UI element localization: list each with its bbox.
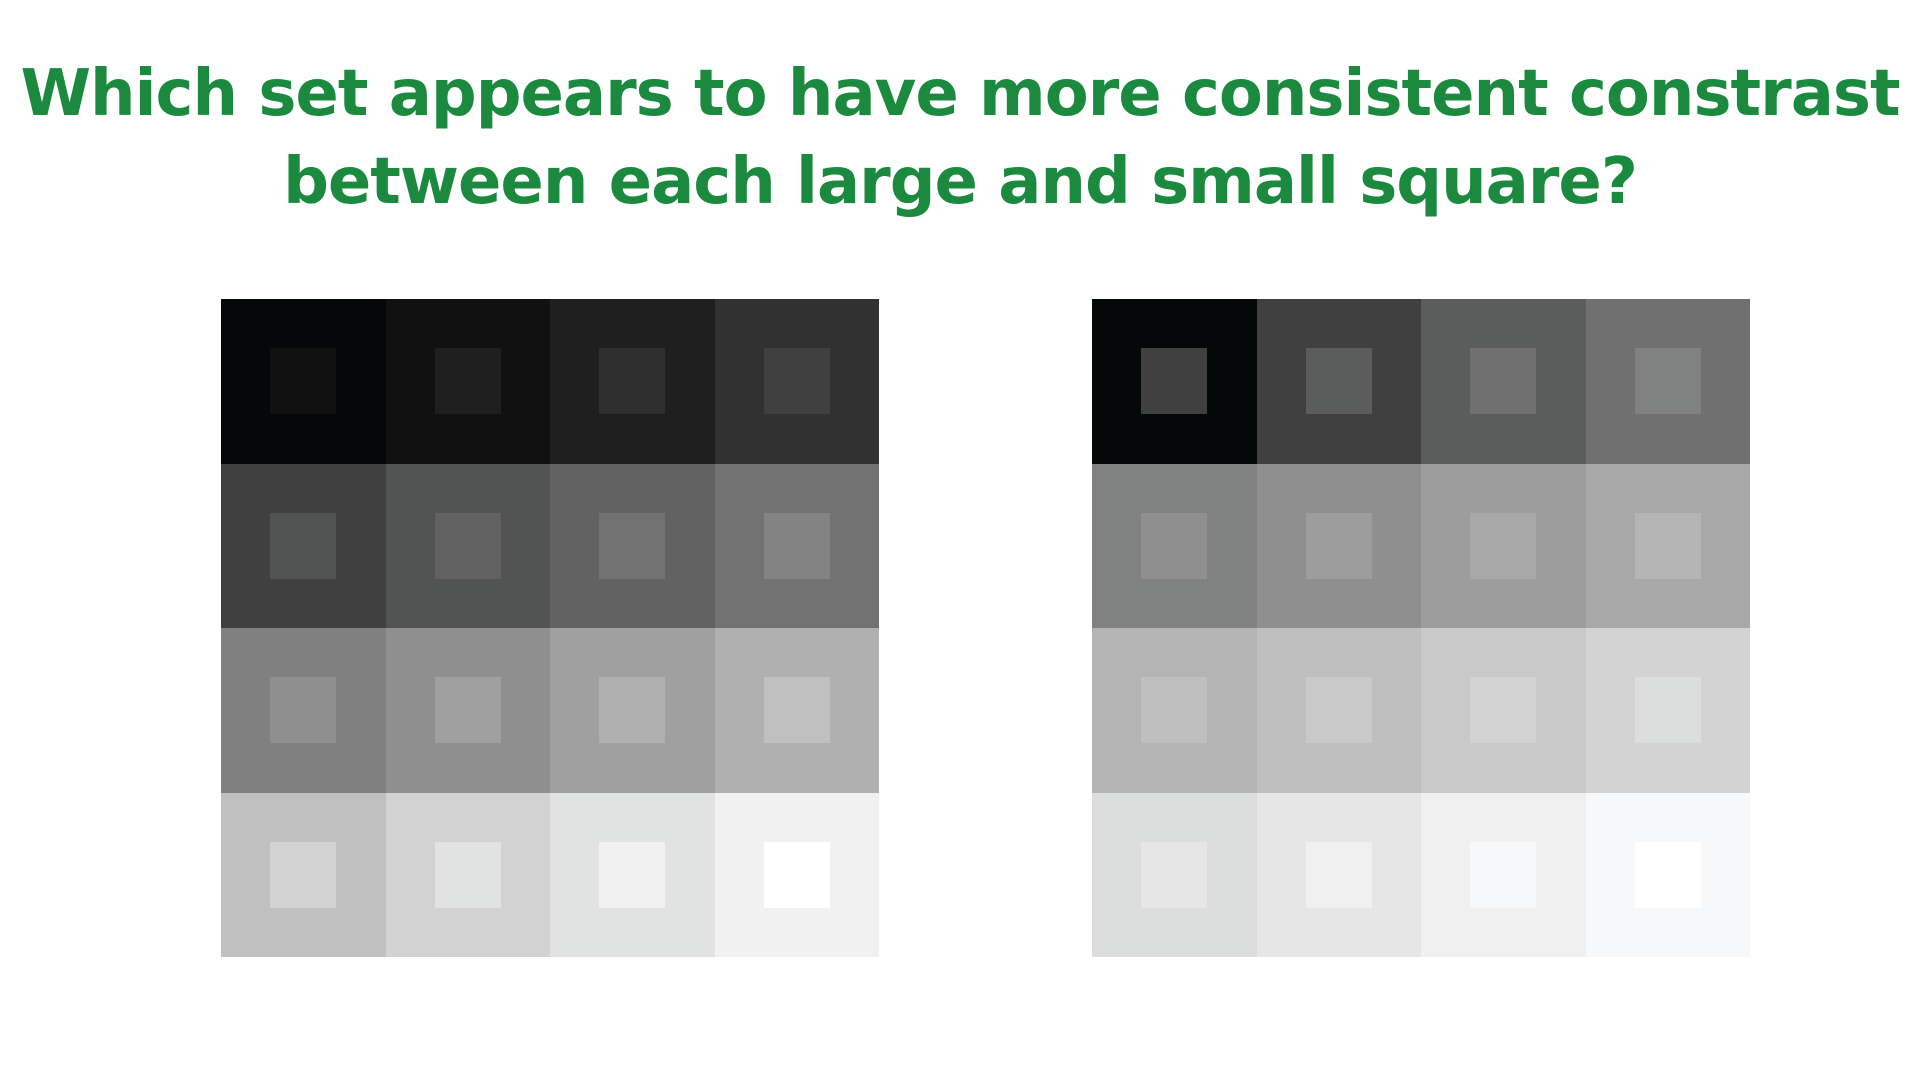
left-set-large-square [714,792,879,957]
right-set-small-square [1470,841,1537,908]
left-set-large-square [714,299,879,464]
right-set-small-square [1470,348,1537,415]
right-set-large-square [1092,463,1257,628]
right-set-large-square [1585,792,1750,957]
left-set-large-square [221,628,386,793]
right-set-small-square [1305,677,1372,744]
left-set-large-square [385,299,550,464]
left-set-large-square [550,628,715,793]
right-set-large-square [1585,463,1750,628]
left-set-small-square [434,677,501,744]
right-set-small-square [1305,348,1372,415]
left-set-large-square [221,299,386,464]
right-set-large-square [1092,628,1257,793]
left-set-small-square [434,348,501,415]
right-square-set [1092,299,1750,957]
right-set-large-square [1421,792,1586,957]
right-set-large-square [1585,628,1750,793]
right-set-small-square [1634,841,1701,908]
right-set-small-square [1634,677,1701,744]
left-set-small-square [763,677,830,744]
left-set-small-square [270,512,337,579]
left-set-large-square [550,299,715,464]
left-set-small-square [434,841,501,908]
left-set-small-square [434,512,501,579]
right-set-large-square [1421,628,1586,793]
left-set-small-square [763,512,830,579]
left-set-large-square [385,792,550,957]
question-line-1-regular: Which set appears to have [20,57,980,131]
right-set-small-square [1470,512,1537,579]
right-set-small-square [1305,841,1372,908]
right-set-small-square [1141,512,1208,579]
left-square-set [221,299,879,957]
left-set-large-square [550,463,715,628]
left-set-large-square [385,463,550,628]
right-set-large-square [1092,792,1257,957]
right-set-large-square [1256,463,1421,628]
left-set-small-square [763,348,830,415]
right-set-large-square [1092,299,1257,464]
left-set-small-square [270,677,337,744]
right-set-small-square [1305,512,1372,579]
question-line-1: Which set appears to have more consisten… [0,50,1920,138]
left-set-large-square [221,792,386,957]
right-set-small-square [1141,841,1208,908]
left-set-small-square [599,841,666,908]
right-set-small-square [1141,677,1208,744]
left-set-large-square [714,463,879,628]
left-set-large-square [550,792,715,957]
left-set-large-square [714,628,879,793]
left-set-small-square [270,841,337,908]
right-set-large-square [1421,463,1586,628]
right-set-small-square [1470,677,1537,744]
question-heading: Which set appears to have more consisten… [0,50,1920,226]
left-set-small-square [763,841,830,908]
left-set-small-square [599,348,666,415]
right-set-large-square [1256,792,1421,957]
right-set-large-square [1421,299,1586,464]
question-line-1-emphasis: more consistent constrast [979,57,1901,131]
right-set-small-square [1634,512,1701,579]
left-set-small-square [599,512,666,579]
right-set-large-square [1256,628,1421,793]
left-set-small-square [599,677,666,744]
right-set-small-square [1141,348,1208,415]
left-set-small-square [270,348,337,415]
left-set-large-square [385,628,550,793]
right-set-small-square [1634,348,1701,415]
right-set-large-square [1256,299,1421,464]
left-set-large-square [221,463,386,628]
right-set-large-square [1585,299,1750,464]
question-line-2: between each large and small square? [283,145,1638,219]
